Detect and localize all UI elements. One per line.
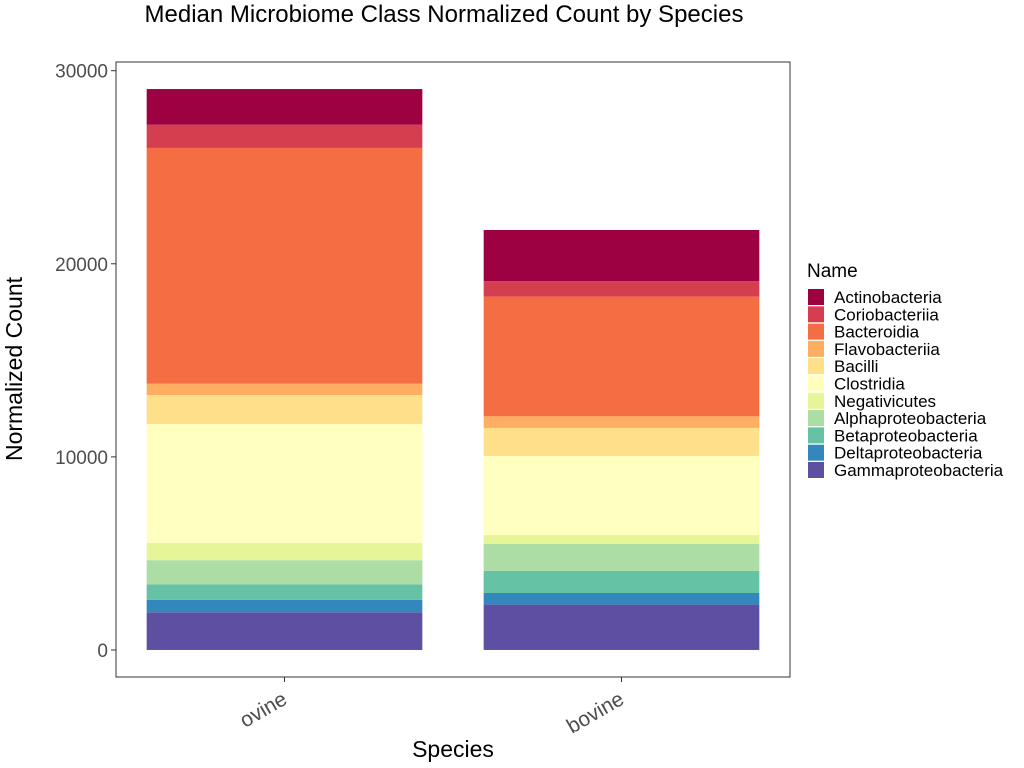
x-tick-label-ovine: ovine: [236, 687, 291, 732]
legend-swatch-coriobacteriia: [808, 306, 824, 323]
bar-ovine-coriobacteriia: [146, 124, 423, 148]
y-axis-title: Normalized Count: [1, 276, 27, 461]
bar-ovine-deltaproteobacteria: [146, 599, 423, 613]
bars-group: [146, 89, 760, 650]
bar-ovine-bacteroidia: [146, 147, 423, 384]
legend-label-deltaproteobacteria: Deltaproteobacteria: [834, 444, 983, 463]
y-axis: 0 10000 20000 30000: [55, 62, 116, 662]
bar-bovine-gammaproteobacteria: [483, 604, 760, 650]
legend-label-flavobacteriia: Flavobacteriia: [834, 340, 940, 359]
legend-swatch-actinobacteria: [808, 289, 824, 305]
bar-ovine-actinobacteria: [146, 89, 423, 125]
y-tick-label: 30000: [55, 62, 108, 83]
legend-swatch-flavobacteriia: [808, 340, 824, 357]
bar-bovine-negativicutes: [483, 535, 760, 544]
bar-ovine-betaproteobacteria: [146, 584, 423, 600]
y-tick-label: 0: [97, 641, 108, 662]
y-tick-label: 10000: [55, 448, 108, 469]
legend-label-alphaproteobacteria: Alphaproteobacteria: [834, 409, 987, 428]
legend-swatch-clostridia: [808, 375, 824, 392]
bar-bovine-coriobacteriia: [483, 281, 760, 297]
legend-title: Name: [807, 261, 858, 282]
bar-bovine-flavobacteriia: [483, 416, 760, 428]
bar-bovine-actinobacteria: [483, 229, 760, 282]
bar-ovine-gammaproteobacteria: [146, 612, 423, 650]
legend-swatch-negativicutes: [808, 392, 824, 409]
bar-bovine-clostridia: [483, 455, 760, 536]
x-axis: ovine bovine: [236, 677, 628, 738]
legend-swatch-alphaproteobacteria: [808, 410, 824, 427]
bar-bovine-bacteroidia: [483, 296, 760, 417]
legend-label-negativicutes: Negativicutes: [834, 392, 936, 411]
bar-bovine-alphaproteobacteria: [483, 543, 760, 571]
legend-swatch-bacilli: [808, 358, 824, 375]
legend-label-bacilli: Bacilli: [834, 357, 878, 376]
legend-label-gammaproteobacteria: Gammaproteobacteria: [834, 461, 1004, 480]
legend-swatch-betaproteobacteria: [808, 427, 824, 444]
legend-swatch-deltaproteobacteria: [808, 444, 824, 461]
legend-label-actinobacteria: Actinobacteria: [834, 288, 942, 307]
legend-label-coriobacteriia: Coriobacteriia: [834, 305, 939, 324]
bar-ovine-negativicutes: [146, 542, 423, 561]
chart-title: Median Microbiome Class Normalized Count…: [145, 1, 744, 28]
legend-swatch-bacteroidia: [808, 323, 824, 340]
bar-ovine-alphaproteobacteria: [146, 560, 423, 585]
x-tick-label-bovine: bovine: [563, 687, 628, 738]
bar-ovine-bacilli: [146, 395, 423, 425]
legend-label-betaproteobacteria: Betaproteobacteria: [834, 426, 978, 445]
y-tick-label: 20000: [55, 255, 108, 276]
legend-swatch-gammaproteobacteria: [808, 462, 824, 478]
bar-ovine-flavobacteriia: [146, 383, 423, 396]
bar-bovine-deltaproteobacteria: [483, 593, 760, 605]
legend-label-bacteroidia: Bacteroidia: [834, 323, 920, 342]
bar-bovine-bacilli: [483, 427, 760, 456]
legend-label-clostridia: Clostridia: [834, 375, 905, 394]
legend: ActinobacteriaCoriobacteriiaBacteroidiaF…: [808, 288, 1004, 480]
bar-ovine-clostridia: [146, 424, 423, 543]
x-axis-title: Species: [412, 736, 494, 762]
bar-bovine-betaproteobacteria: [483, 570, 760, 594]
